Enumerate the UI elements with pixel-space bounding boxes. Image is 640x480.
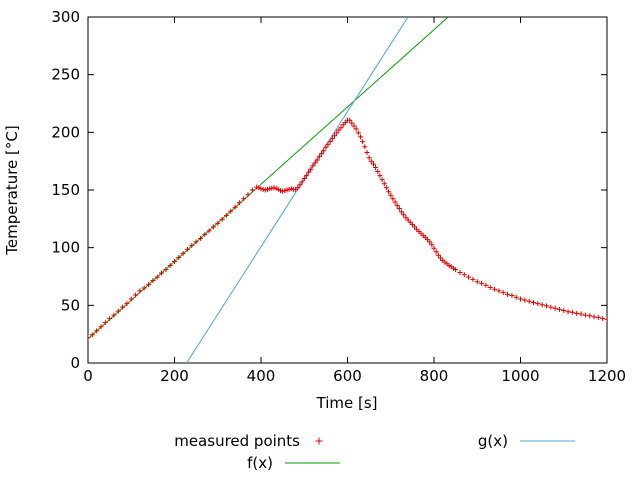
- y-axis-label: Temperature [°C]: [3, 125, 21, 255]
- svg-text:0: 0: [83, 367, 93, 385]
- svg-text:1000: 1000: [501, 367, 539, 385]
- legend-label-measured-points: measured points: [174, 432, 300, 450]
- svg-text:50: 50: [61, 296, 80, 314]
- x-axis-label: Time [s]: [316, 394, 378, 412]
- svg-text:150: 150: [51, 181, 80, 199]
- legend-label-f: f(x): [247, 454, 273, 472]
- svg-text:200: 200: [51, 123, 80, 141]
- svg-text:300: 300: [51, 8, 80, 26]
- svg-text:100: 100: [51, 239, 80, 257]
- plot-area: 0 200 400 600 800 1000 1200 0 50 100 150 200 250 300: [51, 8, 626, 385]
- svg-text:600: 600: [333, 367, 362, 385]
- legend: measured points g(x) f(x): [174, 432, 575, 472]
- legend-marker-plus-icon: [315, 437, 323, 445]
- svg-text:0: 0: [70, 354, 80, 372]
- legend-label-g: g(x): [478, 432, 508, 450]
- svg-text:250: 250: [51, 66, 80, 84]
- svg-text:1200: 1200: [588, 367, 626, 385]
- svg-text:800: 800: [420, 367, 449, 385]
- svg-text:400: 400: [247, 367, 276, 385]
- svg-text:200: 200: [160, 367, 189, 385]
